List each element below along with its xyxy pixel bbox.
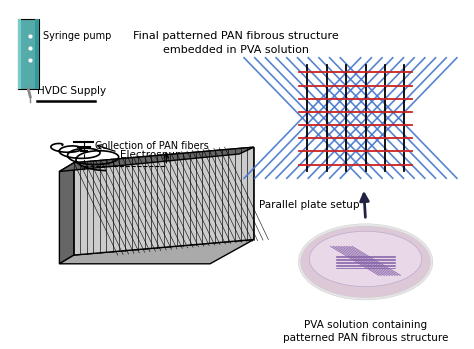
Text: HVDC Supply: HVDC Supply <box>37 86 106 96</box>
Text: Parallel plate setup: Parallel plate setup <box>259 200 359 209</box>
Text: Electrospun
jet: Electrospun jet <box>119 150 181 172</box>
Bar <box>18 19 21 89</box>
Bar <box>18 19 39 89</box>
Polygon shape <box>59 163 74 264</box>
Polygon shape <box>59 147 254 171</box>
Polygon shape <box>74 147 254 255</box>
Text: Collection of PAN fibers: Collection of PAN fibers <box>95 141 209 151</box>
Text: Syringe pump: Syringe pump <box>43 31 111 42</box>
Text: Final patterned PAN fibrous structure
embedded in PVA solution: Final patterned PAN fibrous structure em… <box>133 31 339 54</box>
Polygon shape <box>59 239 254 264</box>
Ellipse shape <box>300 225 432 299</box>
Bar <box>35 19 39 89</box>
Ellipse shape <box>310 231 422 287</box>
Text: PVA solution containing
patterned PAN fibrous structure: PVA solution containing patterned PAN fi… <box>283 320 448 343</box>
